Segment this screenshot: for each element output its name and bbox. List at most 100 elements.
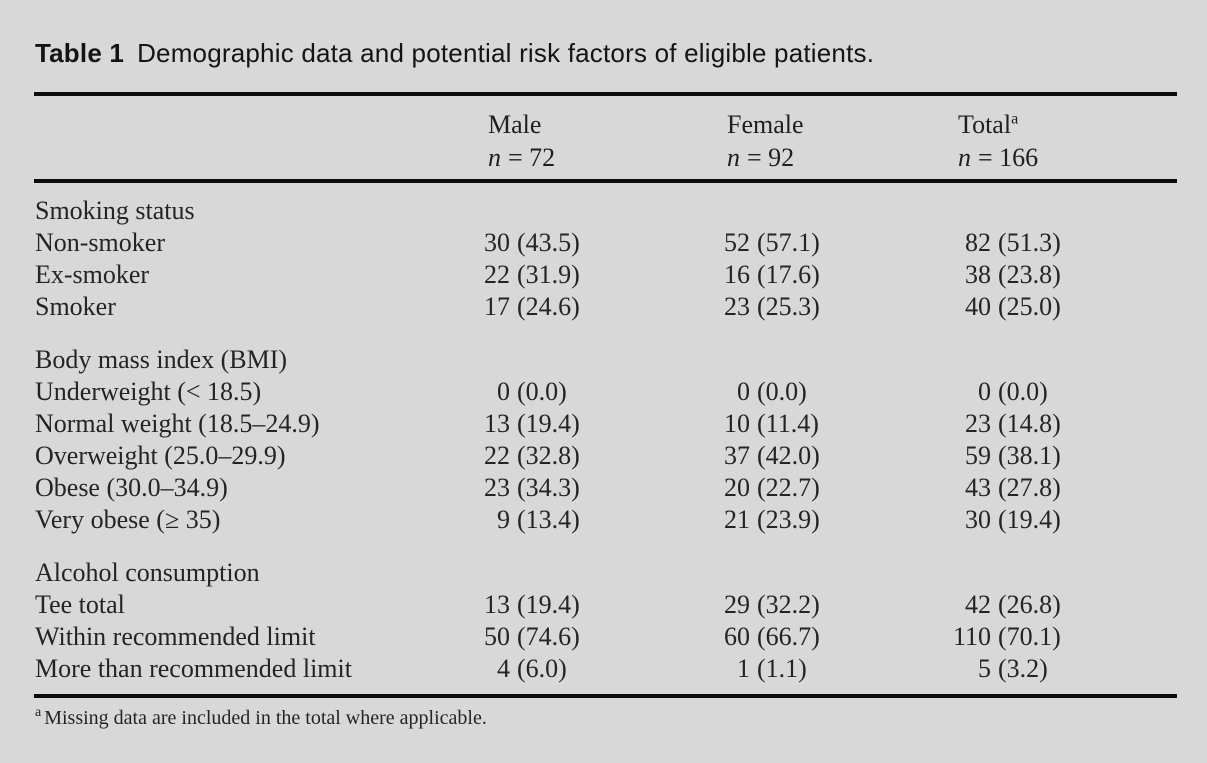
female-value-cell: 60 (66.7)	[680, 621, 820, 653]
male-percent: (6.0)	[517, 654, 567, 683]
table-number: Table 1	[35, 38, 125, 68]
male-count: 17	[484, 292, 510, 321]
male-value-cell: 4 (6.0)	[440, 653, 567, 685]
male-percent: (0.0)	[517, 377, 567, 406]
column-header-male: Male n = 72	[488, 108, 555, 174]
row-label: Obese (30.0–34.9)	[35, 473, 228, 502]
row-label: More than recommended limit	[35, 654, 352, 683]
male-value-cell: 0 (0.0)	[440, 376, 567, 408]
table-caption-text: Demographic data and potential risk fact…	[137, 38, 875, 68]
total-percent: (70.1)	[998, 622, 1061, 651]
total-value-cell: 59 (38.1)	[921, 440, 1061, 472]
footnote-marker: a	[35, 705, 42, 721]
total-value-cell: 82 (51.3)	[921, 227, 1061, 259]
total-count: 43	[965, 473, 991, 502]
section-header-row: Alcohol consumption	[0, 557, 1207, 589]
table-row: More than recommended limit 4 (6.0) 1 (1.1) 5…	[0, 653, 1207, 685]
female-value-cell: 37 (42.0)	[680, 440, 820, 472]
male-count: 23	[484, 473, 510, 502]
row-label: Overweight (25.0–29.9)	[35, 441, 286, 470]
column-n-female: n = 92	[727, 143, 795, 172]
male-count: 0	[497, 377, 510, 406]
male-value-cell: 17 (24.6)	[440, 291, 580, 323]
section-gap	[0, 536, 1207, 557]
table-row: Normal weight (18.5–24.9) 13 (19.4) 10 (11.4…	[0, 408, 1207, 440]
total-value-cell: 43 (27.8)	[921, 472, 1061, 504]
table-row: Tee total 13 (19.4) 29 (32.2) 42 (26.8)	[0, 589, 1207, 621]
row-label: Tee total	[35, 590, 125, 619]
male-value-cell: 22 (32.8)	[440, 440, 580, 472]
male-percent: (13.4)	[517, 505, 580, 534]
total-percent: (3.2)	[998, 654, 1048, 683]
section-header-label: Body mass index (BMI)	[35, 345, 288, 374]
column-label-total: Total	[958, 110, 1012, 139]
header-rule	[34, 179, 1177, 183]
male-count: 22	[484, 260, 510, 289]
female-value-cell: 29 (32.2)	[680, 589, 820, 621]
female-percent: (23.9)	[757, 505, 820, 534]
male-value-cell: 50 (74.6)	[440, 621, 580, 653]
male-count: 4	[497, 654, 510, 683]
female-percent: (11.4)	[757, 409, 819, 438]
table-row: Very obese (≥ 35) 9 (13.4) 21 (23.9) 30 (19.4)	[0, 504, 1207, 536]
male-value-cell: 13 (19.4)	[440, 589, 580, 621]
total-value-cell: 30 (19.4)	[921, 504, 1061, 536]
female-count: 1	[737, 654, 750, 683]
male-percent: (24.6)	[517, 292, 580, 321]
total-percent: (26.8)	[998, 590, 1061, 619]
female-value-cell: 10 (11.4)	[680, 408, 819, 440]
female-count: 60	[724, 622, 750, 651]
female-percent: (17.6)	[757, 260, 820, 289]
female-count: 29	[724, 590, 750, 619]
table-row: Within recommended limit 50 (74.6) 60 (66.7)…	[0, 621, 1207, 653]
total-count: 30	[965, 505, 991, 534]
table-row: Underweight (< 18.5) 0 (0.0) 0 (0.0) 0 (0.0)	[0, 376, 1207, 408]
column-header-total: Totala n = 166	[958, 108, 1038, 174]
total-count: 42	[965, 590, 991, 619]
male-value-cell: 23 (34.3)	[440, 472, 580, 504]
section-header-row: Smoking status	[0, 195, 1207, 227]
total-percent: (14.8)	[998, 409, 1061, 438]
total-value-cell: 40 (25.0)	[921, 291, 1061, 323]
female-value-cell: 23 (25.3)	[680, 291, 820, 323]
female-value-cell: 20 (22.7)	[680, 472, 820, 504]
total-percent: (19.4)	[998, 505, 1061, 534]
table-caption: Table 1 Demographic data and potential ri…	[35, 38, 874, 69]
female-percent: (66.7)	[757, 622, 820, 651]
male-value-cell: 30 (43.5)	[440, 227, 580, 259]
total-count: 110	[952, 622, 991, 651]
female-percent: (42.0)	[757, 441, 820, 470]
total-count: 40	[965, 292, 991, 321]
female-value-cell: 52 (57.1)	[680, 227, 820, 259]
column-sup-total: a	[1011, 110, 1019, 128]
column-n-total: n = 166	[958, 143, 1039, 172]
section-header-row: Body mass index (BMI)	[0, 344, 1207, 376]
female-value-cell: 0 (0.0)	[680, 376, 807, 408]
male-value-cell: 13 (19.4)	[440, 408, 580, 440]
male-percent: (32.8)	[517, 441, 580, 470]
total-percent: (27.8)	[998, 473, 1061, 502]
male-count: 50	[484, 622, 510, 651]
male-percent: (74.6)	[517, 622, 580, 651]
column-header-female: Female n = 92	[727, 108, 804, 174]
total-count: 38	[965, 260, 991, 289]
male-percent: (31.9)	[517, 260, 580, 289]
section-header-label: Alcohol consumption	[35, 558, 260, 587]
female-count: 10	[724, 409, 750, 438]
total-percent: (51.3)	[998, 228, 1061, 257]
column-label-male: Male	[488, 110, 542, 139]
female-percent: (57.1)	[757, 228, 820, 257]
female-percent: (0.0)	[757, 377, 807, 406]
footnote-text: Missing data are included in the total w…	[44, 707, 487, 729]
male-percent: (43.5)	[517, 228, 580, 257]
total-value-cell: 23 (14.8)	[921, 408, 1061, 440]
row-label: Smoker	[35, 292, 116, 321]
female-percent: (22.7)	[757, 473, 820, 502]
total-count: 5	[978, 654, 991, 683]
column-label-female: Female	[727, 110, 804, 139]
total-percent: (38.1)	[998, 441, 1061, 470]
top-rule	[34, 92, 1177, 96]
total-value-cell: 42 (26.8)	[921, 589, 1061, 621]
row-label: Ex-smoker	[35, 260, 150, 289]
